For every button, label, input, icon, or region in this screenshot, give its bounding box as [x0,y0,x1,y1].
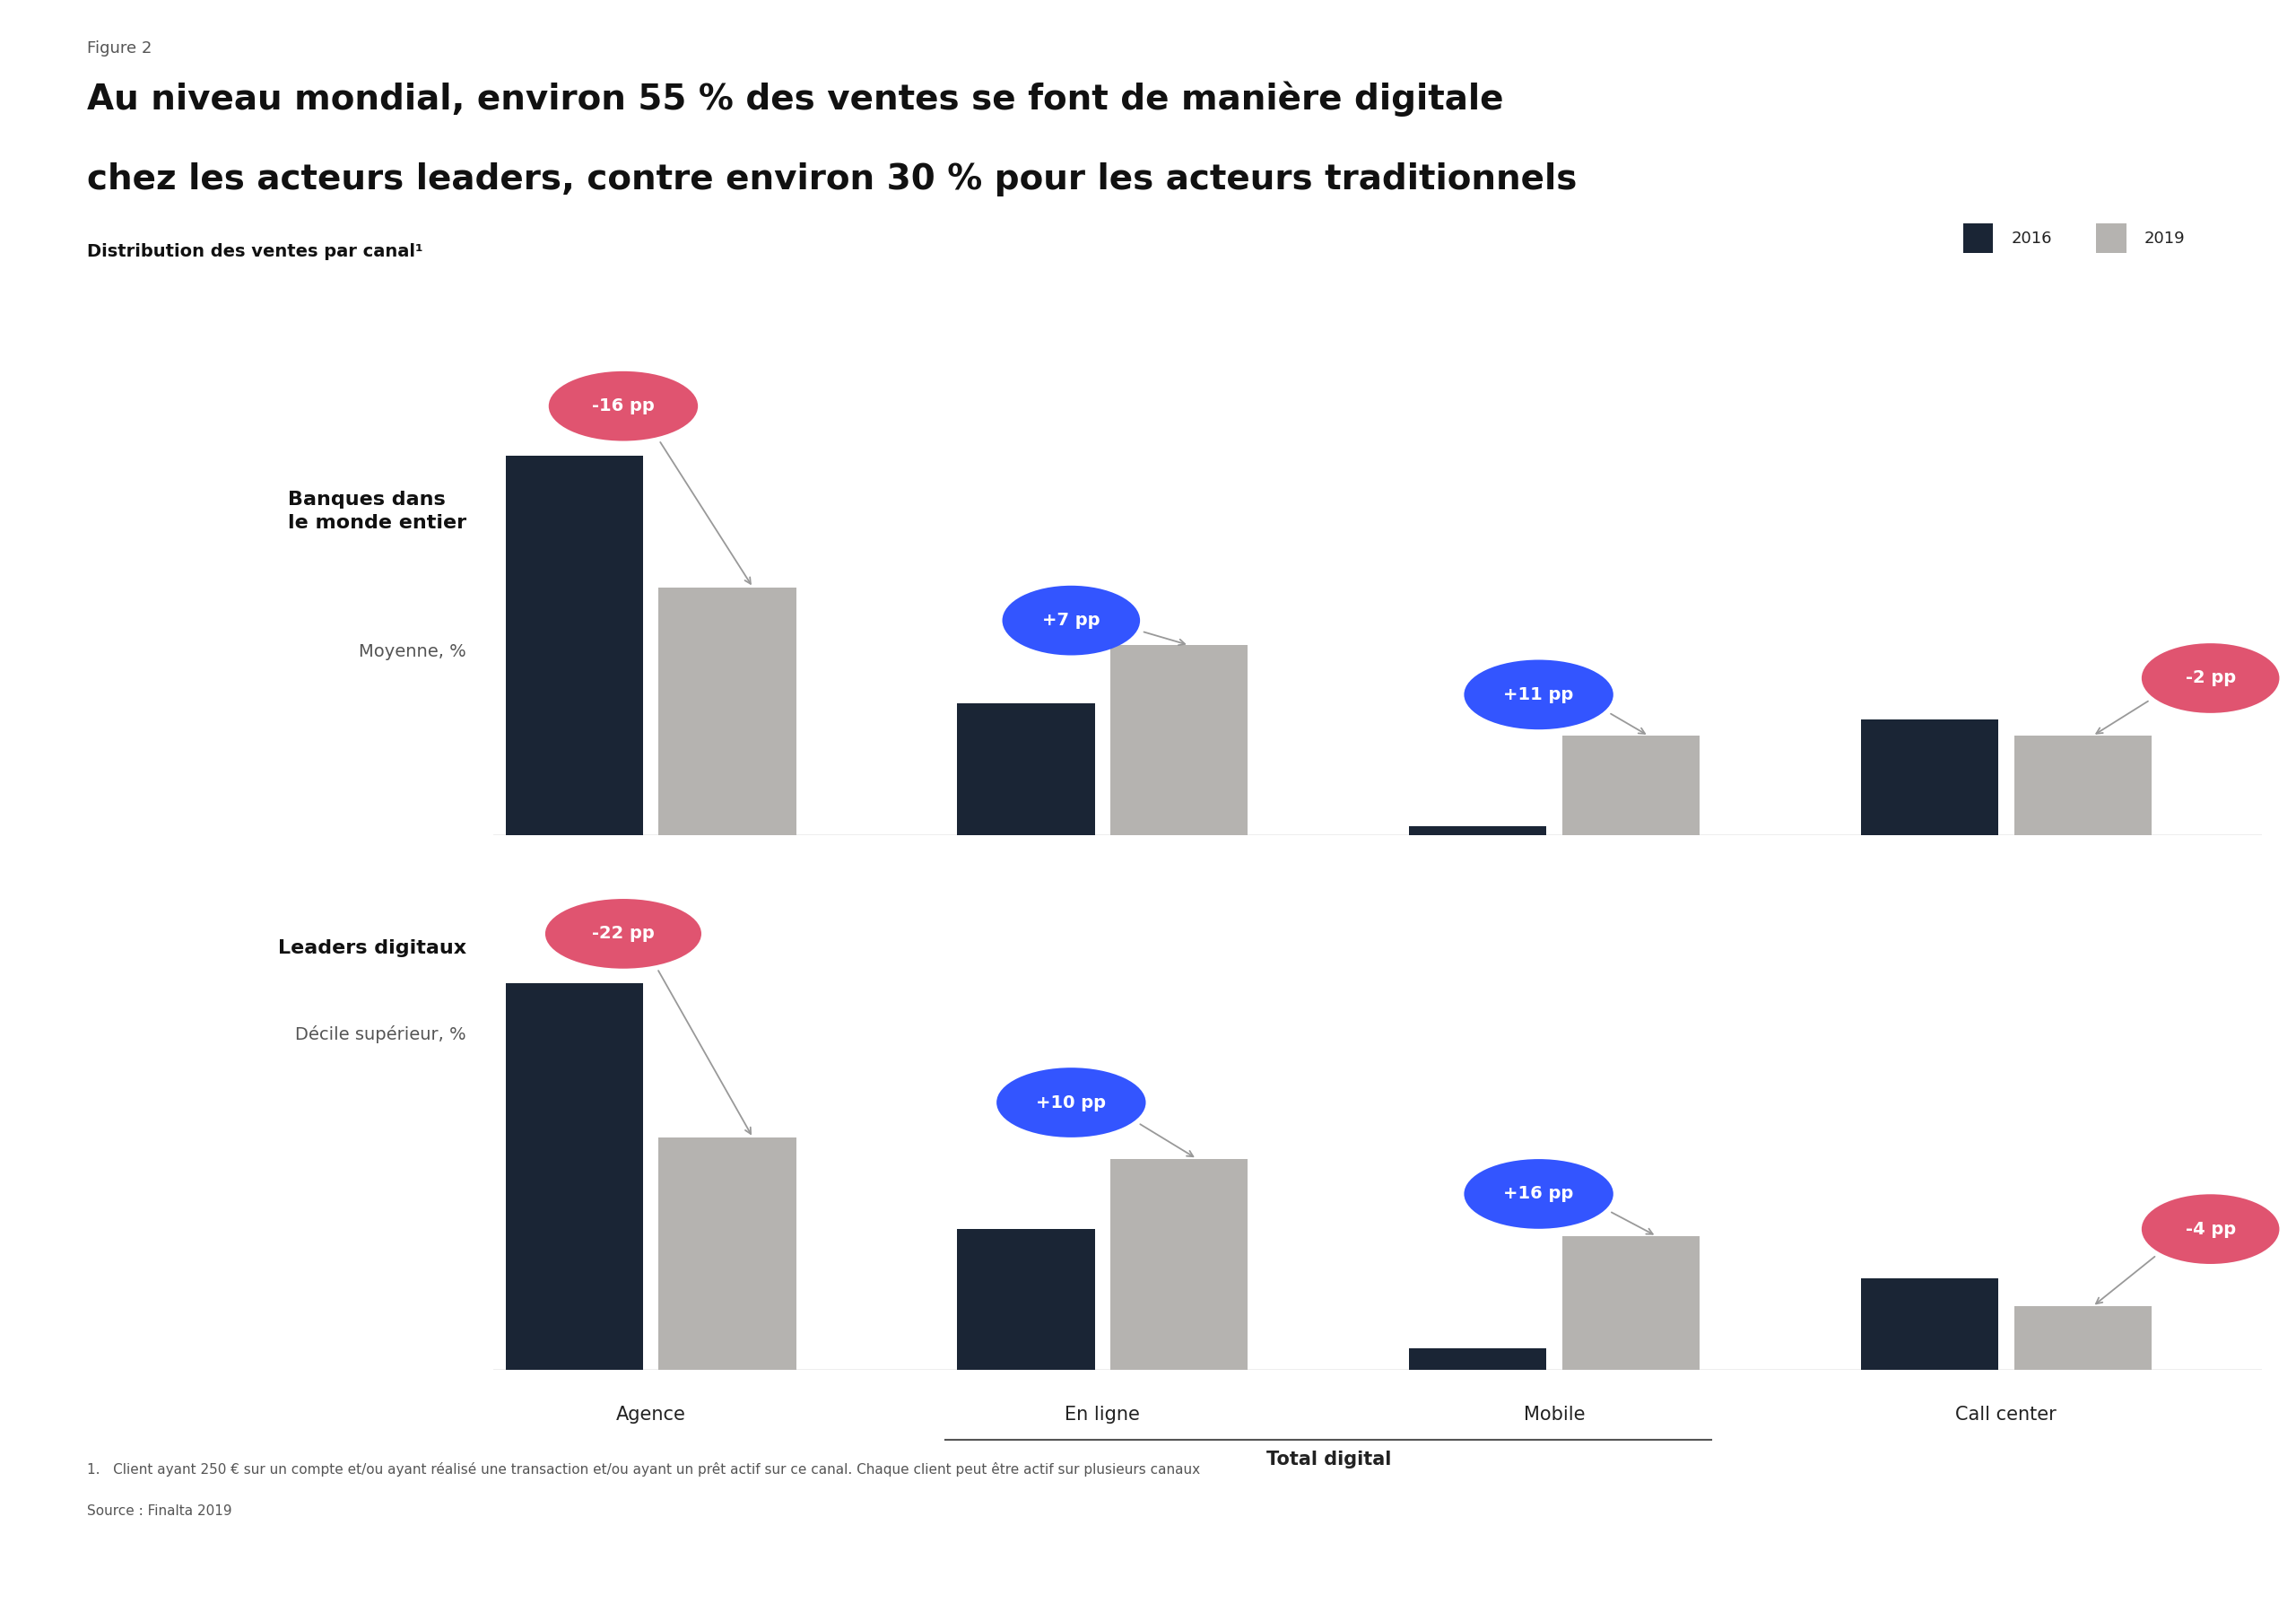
Bar [1410,1349,1548,1370]
Text: +11 pp: +11 pp [1504,686,1573,704]
Text: -16 pp: -16 pp [592,397,654,415]
Text: chez les acteurs leaders, contre environ 30 % pour les acteurs traditionnels: chez les acteurs leaders, contre environ… [87,162,1577,196]
Bar [1111,1159,1249,1370]
Bar [505,982,643,1370]
Text: -4 pp: -4 pp [2186,1221,2236,1237]
Text: Moyenne, %: Moyenne, % [358,644,466,661]
Bar [1561,1237,1699,1370]
Text: 1.   Client ayant 250 € sur un compte et/ou ayant réalisé une transaction et/ou : 1. Client ayant 250 € sur un compte et/o… [87,1462,1201,1477]
Bar [505,456,643,835]
Text: +7 pp: +7 pp [1042,613,1100,629]
Text: 2016: 2016 [2011,230,2053,246]
Text: +16 pp: +16 pp [1504,1185,1573,1203]
Bar [2014,736,2151,835]
Bar [1860,1279,1998,1370]
Text: 2019: 2019 [2144,230,2186,246]
Bar [2014,1307,2151,1370]
Text: -2 pp: -2 pp [2186,669,2236,687]
Text: Au niveau mondial, environ 55 % des ventes se font de manière digitale: Au niveau mondial, environ 55 % des vent… [87,81,1504,117]
Text: En ligne: En ligne [1065,1405,1141,1423]
Bar [1111,645,1249,835]
Text: -22 pp: -22 pp [592,926,654,942]
Text: Leaders digitaux: Leaders digitaux [278,940,466,958]
Text: Agence: Agence [615,1405,687,1423]
Bar [659,587,797,835]
Text: Source : Finalta 2019: Source : Finalta 2019 [87,1504,232,1517]
Bar [659,1138,797,1370]
Text: Figure 2: Figure 2 [87,41,152,57]
Text: Distribution des ventes par canal¹: Distribution des ventes par canal¹ [87,243,422,261]
Bar [1860,720,1998,835]
Text: Mobile: Mobile [1525,1405,1584,1423]
Text: Call center: Call center [1956,1405,2057,1423]
Bar [1561,736,1699,835]
Bar [957,704,1095,835]
Bar [1410,827,1548,835]
Text: +10 pp: +10 pp [1035,1094,1107,1110]
Text: Banques dans
le monde entier: Banques dans le monde entier [287,491,466,532]
Text: Total digital: Total digital [1265,1451,1391,1469]
Text: Décile supérieur, %: Décile supérieur, % [296,1026,466,1044]
Bar [957,1229,1095,1370]
